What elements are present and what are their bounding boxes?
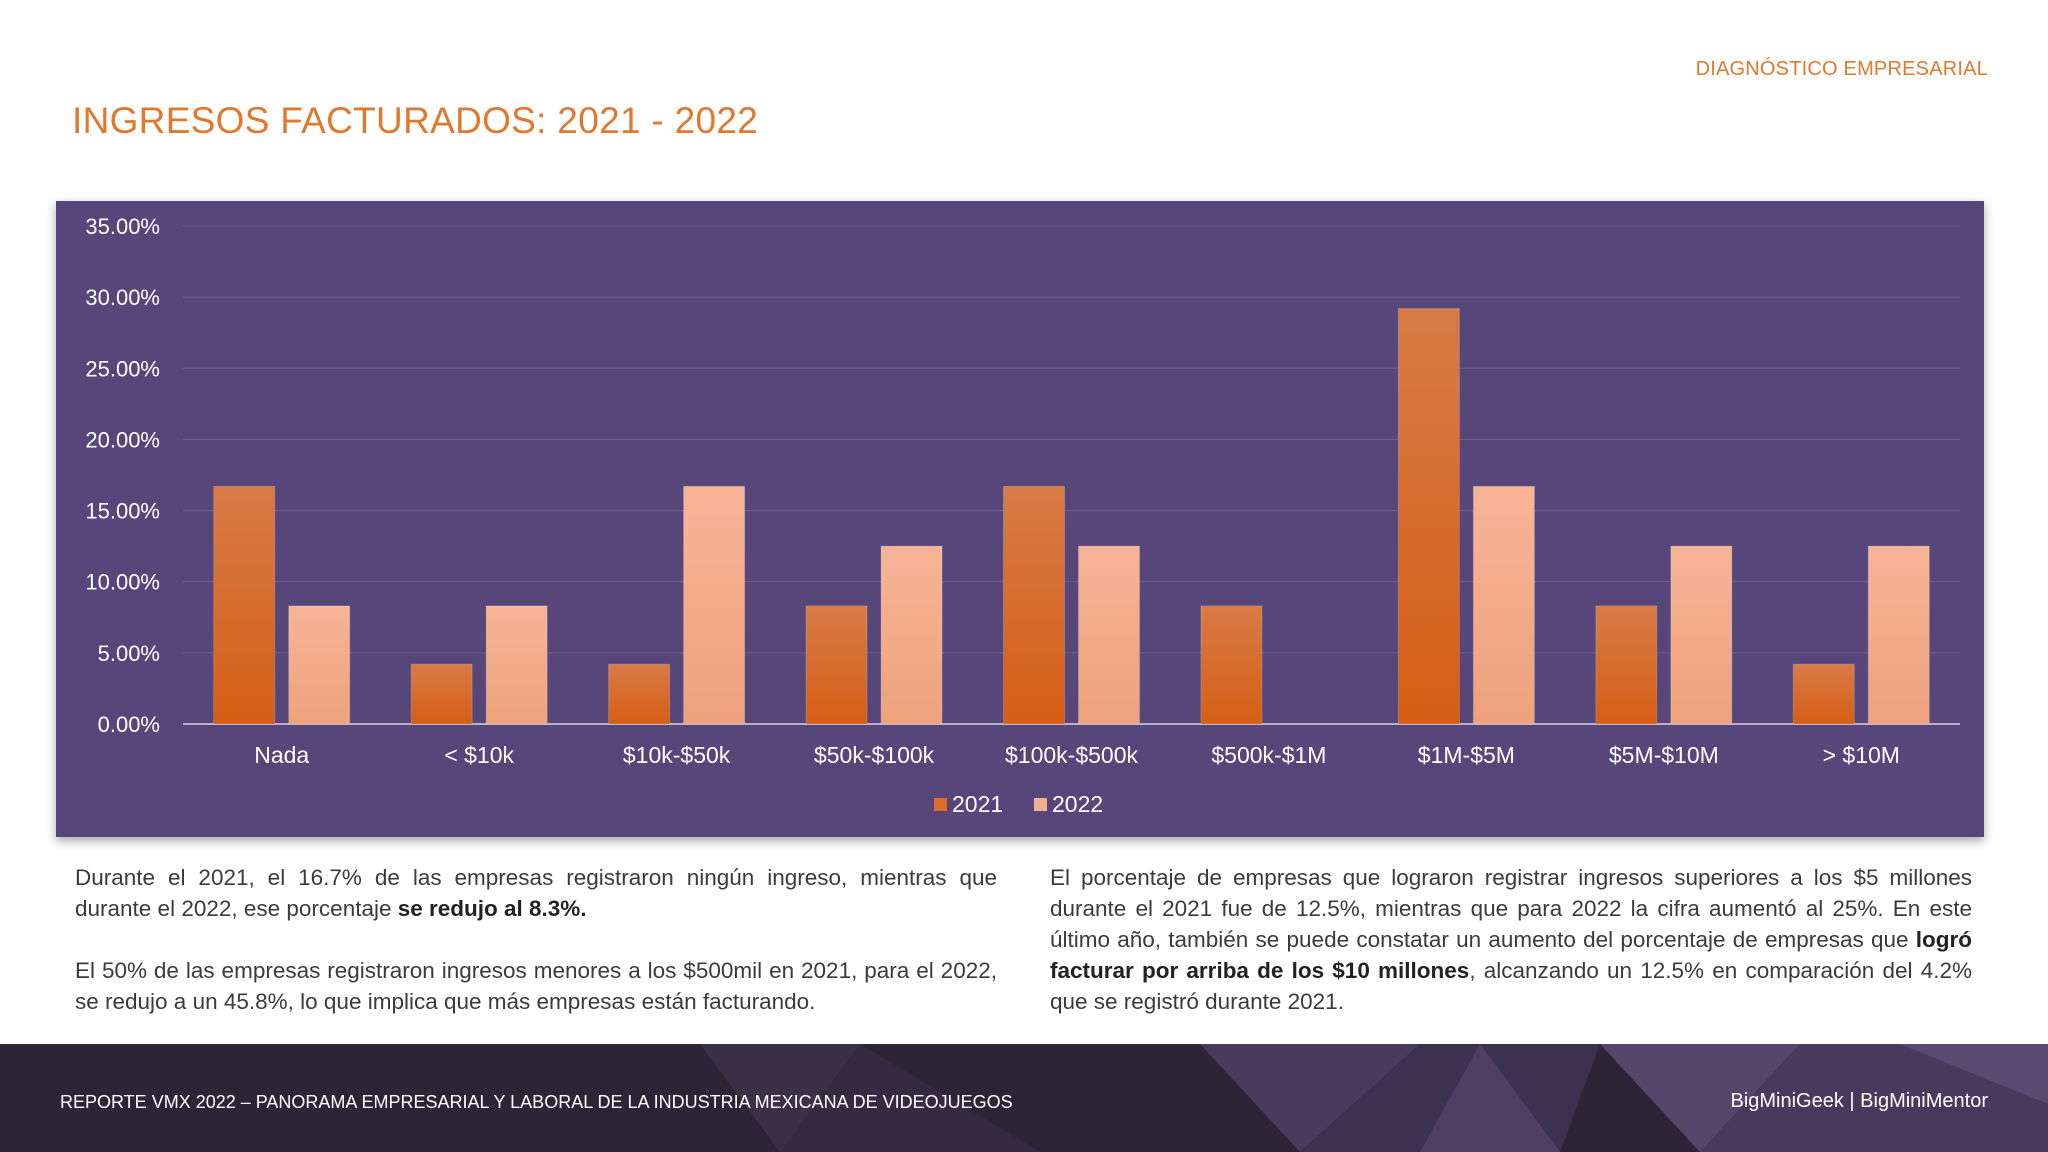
x-tick-label: Nada — [254, 742, 309, 768]
header-tag: DIAGNÓSTICO EMPRESARIAL — [1695, 58, 1988, 80]
left-paragraph-1-text: Durante el 2021, el 16.7% de las empresa… — [75, 865, 997, 921]
x-tick-label: $1M-$5M — [1418, 742, 1515, 768]
left-paragraph-1: Durante el 2021, el 16.7% de las empresa… — [75, 862, 997, 924]
y-tick-label: 35.00% — [85, 214, 160, 239]
footer-pattern — [700, 1044, 2048, 1152]
bar-2021 — [805, 605, 868, 725]
bar-2021 — [213, 485, 276, 725]
bar-2022 — [1472, 485, 1535, 725]
right-paragraph-bold: logró facturar por arriba de los $10 mil… — [1050, 927, 1972, 983]
y-tick-label: 15.00% — [85, 499, 160, 524]
legend-label-2022: 2022 — [1052, 791, 1103, 817]
x-tick-label: $5M-$10M — [1609, 742, 1719, 768]
y-tick-label: 25.00% — [85, 356, 160, 381]
legend-swatch-2022 — [1034, 798, 1047, 811]
bar-2021 — [1792, 663, 1855, 725]
bar-2021 — [1595, 605, 1658, 725]
bar-2021 — [608, 663, 671, 725]
bar-2022 — [288, 605, 351, 725]
x-tick-label: $500k-$1M — [1211, 742, 1326, 768]
bar-2021 — [410, 663, 473, 725]
bar-2022 — [683, 485, 746, 725]
x-tick-label: $50k-$100k — [814, 742, 935, 768]
left-text-column: Durante el 2021, el 16.7% de las empresa… — [75, 862, 997, 1048]
legend-swatch-2021 — [934, 798, 947, 811]
bar-2021 — [1003, 485, 1065, 725]
y-tick-label: 30.00% — [85, 285, 160, 310]
footer-brand: BigMiniGeek | BigMiniMentor — [1730, 1090, 1988, 1112]
right-paragraph-text-a: El porcentaje de empresas que lograron r… — [1050, 865, 1972, 952]
bar-2022 — [1670, 545, 1733, 725]
bar-2022 — [1078, 545, 1140, 725]
chart-canvas: 0.00% 5.00% 10.00% 15.00% 20.00% 25.00% 30.00%… — [85, 214, 1960, 817]
page-title: INGRESOS FACTURADOS: 2021 - 2022 — [72, 100, 759, 141]
bar-2022 — [1867, 545, 1930, 725]
legend-label-2021: 2021 — [952, 791, 1003, 817]
x-tick-label: $100k-$500k — [1005, 742, 1138, 768]
footer-report-title: REPORTE VMX 2022 – PANORAMA EMPRESARIAL … — [60, 1092, 1013, 1112]
y-tick-label: 0.00% — [98, 712, 160, 737]
left-paragraph-2: El 50% de las empresas registraron ingre… — [75, 958, 997, 1014]
left-paragraph-1-bold: se redujo al 8.3%. — [397, 896, 587, 921]
footer-bar: REPORTE VMX 2022 – PANORAMA EMPRESARIAL … — [0, 1044, 2048, 1152]
right-paragraph: El porcentaje de empresas que lograron r… — [1050, 862, 1972, 1017]
x-tick-label: < $10k — [444, 742, 514, 768]
y-tick-label: 20.00% — [85, 427, 160, 452]
x-tick-label: > $10M — [1823, 742, 1900, 768]
x-tick-label: $10k-$50k — [623, 742, 731, 768]
right-text-column: El porcentaje de empresas que lograron r… — [1050, 862, 1972, 1048]
bar-2022 — [880, 545, 943, 725]
y-tick-label: 10.00% — [85, 570, 160, 595]
y-tick-label: 5.00% — [98, 641, 160, 666]
bar-2021 — [1200, 605, 1263, 725]
bar-2022 — [485, 605, 548, 725]
bar-2021 — [1397, 308, 1460, 725]
bar-chart: 0.00% 5.00% 10.00% 15.00% 20.00% 25.00% 30.00%… — [56, 201, 1984, 837]
right-paragraph-text-c: , alcanzando un 12.5% en comparación del… — [1050, 958, 1972, 1014]
